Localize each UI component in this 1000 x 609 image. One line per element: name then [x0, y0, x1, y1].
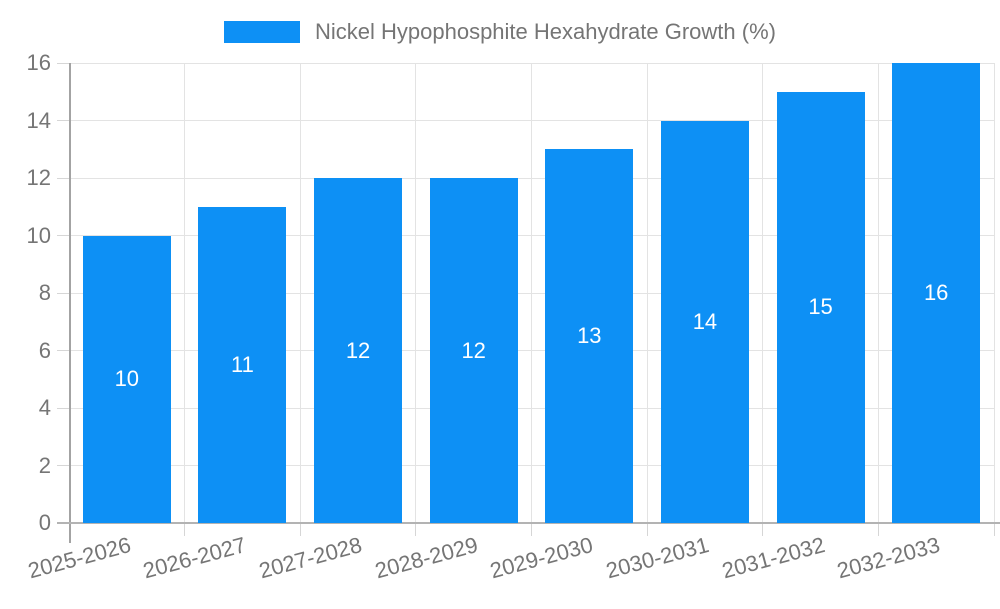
bar[interactable]: [660, 120, 749, 523]
y-tick: [57, 465, 69, 466]
x-tick: [415, 523, 417, 536]
y-tick: [57, 120, 69, 121]
chart-legend[interactable]: Nickel Hypophosphite Hexahydrate Growth …: [0, 18, 1000, 46]
y-tick: [57, 235, 69, 236]
bar[interactable]: [429, 178, 518, 523]
bar[interactable]: [892, 63, 981, 523]
y-axis-line: [69, 63, 71, 543]
y-tick-label: 12: [26, 165, 51, 190]
bar-value-label: 10: [114, 366, 140, 392]
x-tick: [531, 523, 532, 536]
y-tick-label: 4: [38, 395, 51, 420]
bar[interactable]: [545, 149, 634, 523]
y-tick: [57, 350, 69, 351]
bar[interactable]: [82, 235, 171, 523]
legend-swatch: [224, 21, 300, 43]
y-tick-label: 8: [38, 280, 51, 305]
bar-value-label: 16: [923, 280, 949, 305]
y-tick-label: 0: [38, 510, 51, 535]
x-gridline: [531, 63, 532, 523]
y-tick: [57, 292, 69, 294]
y-tick: [57, 407, 69, 409]
x-gridline: [877, 63, 879, 523]
x-tick: [646, 523, 648, 536]
bar[interactable]: [776, 91, 865, 523]
y-tick-label: 10: [26, 222, 51, 248]
x-gridline: [299, 63, 301, 523]
x-gridline: [762, 63, 764, 523]
x-gridline: [993, 63, 995, 523]
bar-value-label: 12: [345, 337, 371, 363]
x-axis-line: [57, 522, 1000, 524]
bar-value-label: 12: [461, 337, 486, 363]
x-tick: [877, 523, 879, 536]
y-tick-label: 14: [26, 107, 51, 133]
x-gridline: [184, 63, 186, 523]
legend-label: Nickel Hypophosphite Hexahydrate Growth …: [315, 19, 776, 44]
bar-value-label: 13: [577, 323, 602, 349]
x-gridline: [415, 63, 417, 523]
x-tick: [184, 523, 186, 536]
y-tick: [57, 177, 69, 179]
y-tick-label: 6: [38, 337, 51, 363]
y-tick: [57, 62, 69, 64]
bar-value-label: 14: [692, 308, 718, 334]
bar-value-label: 15: [808, 294, 833, 320]
x-gridline: [646, 63, 648, 523]
bar[interactable]: [314, 178, 403, 523]
x-tick: [993, 523, 995, 536]
y-tick-label: 16: [26, 50, 51, 75]
bar-value-label: 11: [231, 351, 254, 377]
y-tick-label: 2: [38, 452, 51, 478]
bar[interactable]: [198, 206, 287, 523]
x-tick: [762, 523, 764, 536]
plot-area: 0 2 4 6 8 10 12 14 16 2025-2026 2026-2027 2027-2028…: [25, 50, 1000, 583]
x-tick: [299, 523, 301, 536]
